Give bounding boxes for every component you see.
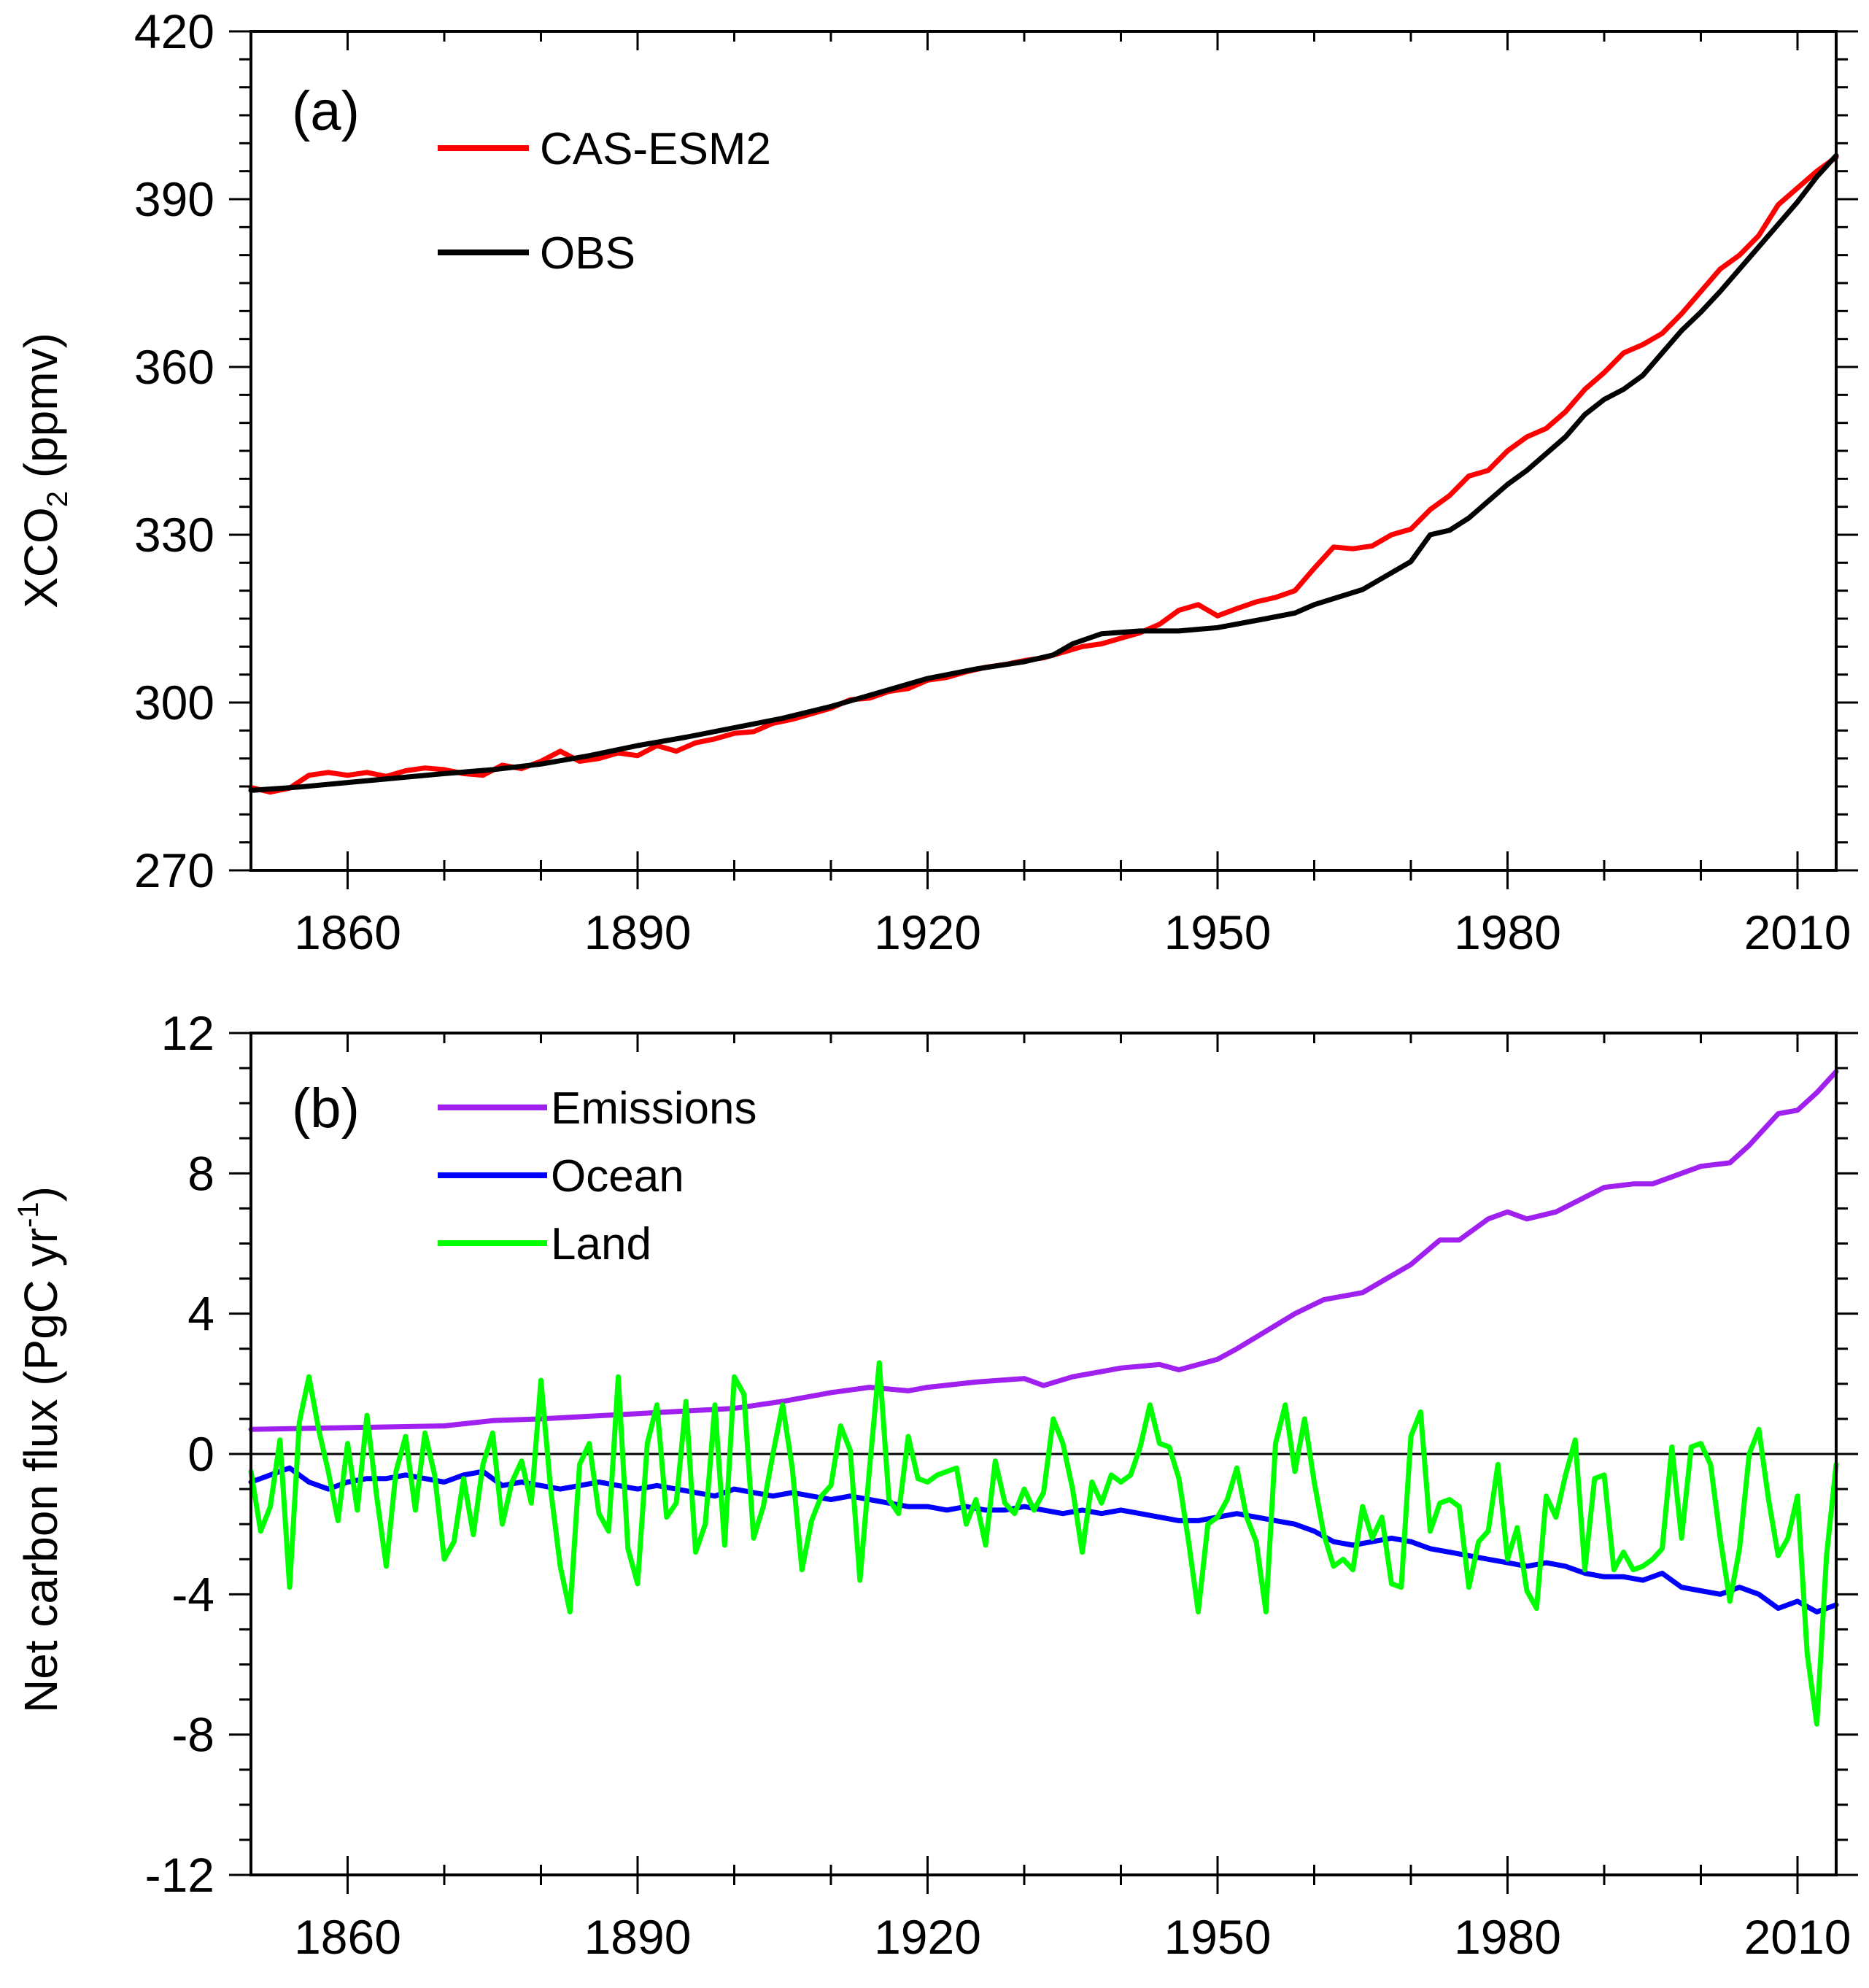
panel-b-label: (b): [292, 1078, 360, 1140]
panel-a-series-obs-line: [248, 152, 1839, 793]
panel-a-x-tick-label: 2010: [1744, 905, 1851, 959]
panel-a-y-tick-label: 270: [134, 843, 214, 897]
panel-a-x-tick-label: 1920: [874, 905, 981, 959]
panel-a-x-tick-label: 1860: [294, 905, 401, 959]
panel-a-y-axis-title-unit: (ppmv): [15, 333, 67, 491]
panel-b-y-tick-label: -4: [171, 1567, 214, 1621]
panel-b-y-tick-label: -12: [145, 1848, 214, 1902]
panel-b-legend-label-land: Land: [551, 1219, 651, 1269]
panel-b-y-axis-title-main: Net carbon flux (PgC yr: [15, 1228, 67, 1713]
panel-b-series-emissions-line: [248, 1069, 1839, 1432]
panel-b-axes-layer: 1860 1890 1920 1950 1980 2010 -12 -8 -4 0 4 8 12: [145, 1006, 1858, 1964]
panel-a-y-axis-title: XCO2 (ppmv): [15, 333, 74, 608]
panel-a-x-tick-label: 1890: [584, 905, 692, 959]
panel-a-y-tick-label: 330: [134, 508, 214, 562]
panel-b-series-ocean-line: [248, 1465, 1839, 1614]
panel-a-y-tick-label: 420: [134, 4, 214, 58]
panel-a-y-axis-title-main: XCO: [15, 507, 67, 608]
panel-a-series-layer: [248, 152, 1839, 795]
panel-a-x-tick-label: 1980: [1454, 905, 1561, 959]
panel-b-x-tick-label: 2010: [1744, 1910, 1851, 1964]
panel-b-y-axis-title: Net carbon flux (PgC yr-1): [12, 1186, 67, 1713]
panel-a-y-tick-label: 390: [134, 172, 214, 226]
panel-b-series-land-line: [248, 1360, 1839, 1727]
panel-b-legend-label-emissions: Emissions: [551, 1083, 757, 1134]
panel-b-chart: 1860 1890 1920 1950 1980 2010 -12 -8 -4 0 4 8 12 Emi…: [12, 1006, 1858, 1964]
panel-b-y-axis-title-end: ): [15, 1186, 67, 1202]
panel-b-y-tick-label: 8: [187, 1146, 214, 1200]
panel-b-x-tick-label: 1950: [1164, 1910, 1272, 1964]
panel-a-y-tick-label: 360: [134, 340, 214, 394]
panel-a-y-axis-title-sub: 2: [42, 491, 74, 507]
panel-b-series-layer: [248, 1069, 1839, 1727]
panel-a-chart: 1860 1890 1920 1950 1980 2010 270 300 330 360 390 4…: [15, 4, 1858, 959]
panel-a-y-tick-label: 300: [134, 676, 214, 730]
panel-b-x-tick-label: 1860: [294, 1910, 401, 1964]
panel-a-legend-label-cas-esm2: CAS-ESM2: [540, 124, 771, 174]
panel-b-x-tick-label: 1980: [1454, 1910, 1561, 1964]
panel-b-y-tick-label: 0: [187, 1427, 214, 1481]
panel-b-legend-label-ocean: Ocean: [551, 1151, 684, 1202]
panel-a-label: (a): [292, 80, 360, 142]
panel-b-legend: Emissions Ocean Land: [438, 1083, 757, 1269]
panel-b-x-tick-label: 1920: [874, 1910, 981, 1964]
panel-a-axes-layer: 1860 1890 1920 1950 1980 2010 270 300 330 360 390 4…: [134, 4, 1858, 959]
panel-a-legend: CAS-ESM2 OBS: [438, 124, 771, 279]
panel-b-x-tick-label: 1890: [584, 1910, 692, 1964]
panel-b-y-tick-label: 4: [187, 1287, 214, 1341]
panel-a-plot-frame: [249, 30, 1838, 872]
panel-b-y-tick-label: 12: [161, 1006, 214, 1060]
panel-a-legend-label-obs: OBS: [540, 228, 635, 279]
panel-b-y-axis-title-sup: -1: [12, 1202, 44, 1228]
panel-b-y-tick-label: -8: [171, 1708, 214, 1762]
panel-a-x-tick-label: 1950: [1164, 905, 1272, 959]
